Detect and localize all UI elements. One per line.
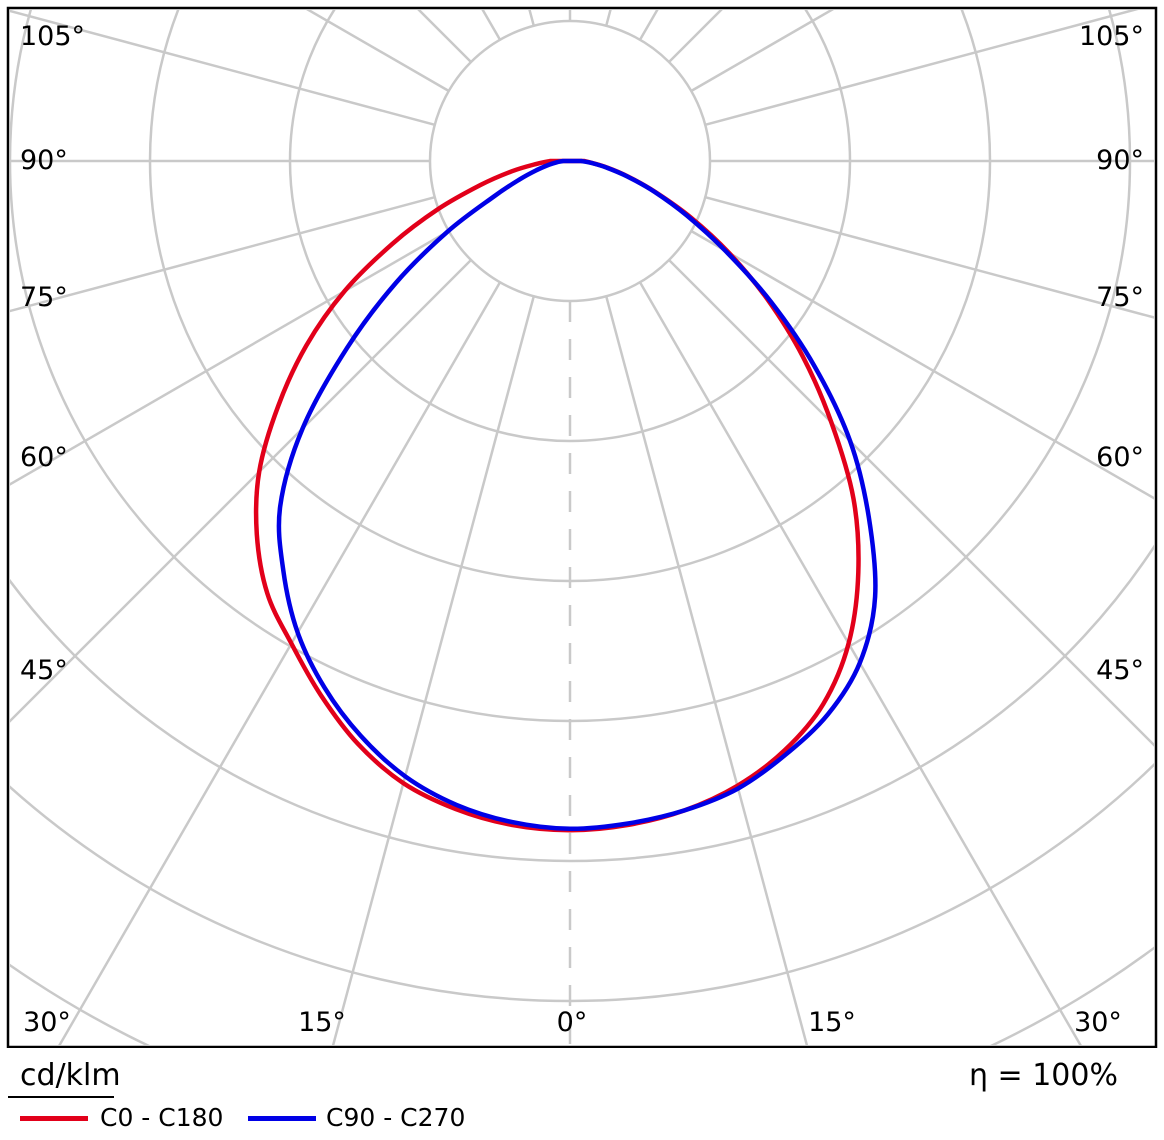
grid-radial	[690, 229, 1154, 500]
chart-frame	[6, 6, 1158, 1048]
efficiency-label: η = 100%	[969, 1058, 1118, 1093]
grid-radial	[58, 281, 502, 1045]
polar-chart: 105° 90° 75° 60° 45° 105° 90° 75° 60° 45° 30° 15° 0°…	[6, 6, 1158, 1048]
angle-label: 15°	[298, 1007, 346, 1038]
angle-label: 90°	[1096, 145, 1144, 176]
unit-underline	[8, 1096, 114, 1098]
curves	[253, 158, 878, 833]
c0-c180-swatch	[20, 1116, 88, 1121]
angle-label: 0°	[557, 1007, 588, 1038]
grid-ring	[288, 10, 852, 443]
angle-label: 75°	[20, 282, 68, 313]
angle-label: 105°	[1079, 21, 1144, 52]
angle-label: 60°	[1096, 442, 1144, 473]
c90-c270-swatch	[248, 1116, 316, 1121]
angle-label: 75°	[1096, 282, 1144, 313]
angle-label: 60°	[20, 442, 68, 473]
grid-radial	[668, 259, 1154, 747]
polar-grid	[10, 10, 1154, 1045]
c90-c270-curve	[276, 158, 878, 832]
angle-label: 90°	[20, 145, 68, 176]
grid-radial	[704, 195, 1154, 319]
grid-radial	[10, 229, 450, 486]
grid-radial	[331, 295, 536, 1045]
angle-label: 15°	[808, 1007, 856, 1038]
grid-radial	[704, 10, 1139, 127]
c90-c270-legend-label: C90 - C270	[326, 1103, 466, 1132]
grid-radial	[10, 259, 472, 723]
c0-c180-curve	[253, 158, 861, 833]
angle-label: 30°	[1074, 1007, 1122, 1038]
angle-label: 45°	[1096, 655, 1144, 686]
grid-radial	[638, 281, 1082, 1045]
grid-ring	[10, 544, 1154, 863]
angle-label: 30°	[23, 1007, 71, 1038]
unit-label: cd/klm	[20, 1058, 121, 1093]
grid-radial	[10, 10, 436, 127]
grid-radial	[10, 195, 436, 313]
c0-c180-legend-label: C0 - C180	[100, 1103, 224, 1132]
angle-label: 105°	[20, 21, 85, 52]
grid-radial	[604, 295, 809, 1045]
angle-label: 45°	[20, 655, 68, 686]
